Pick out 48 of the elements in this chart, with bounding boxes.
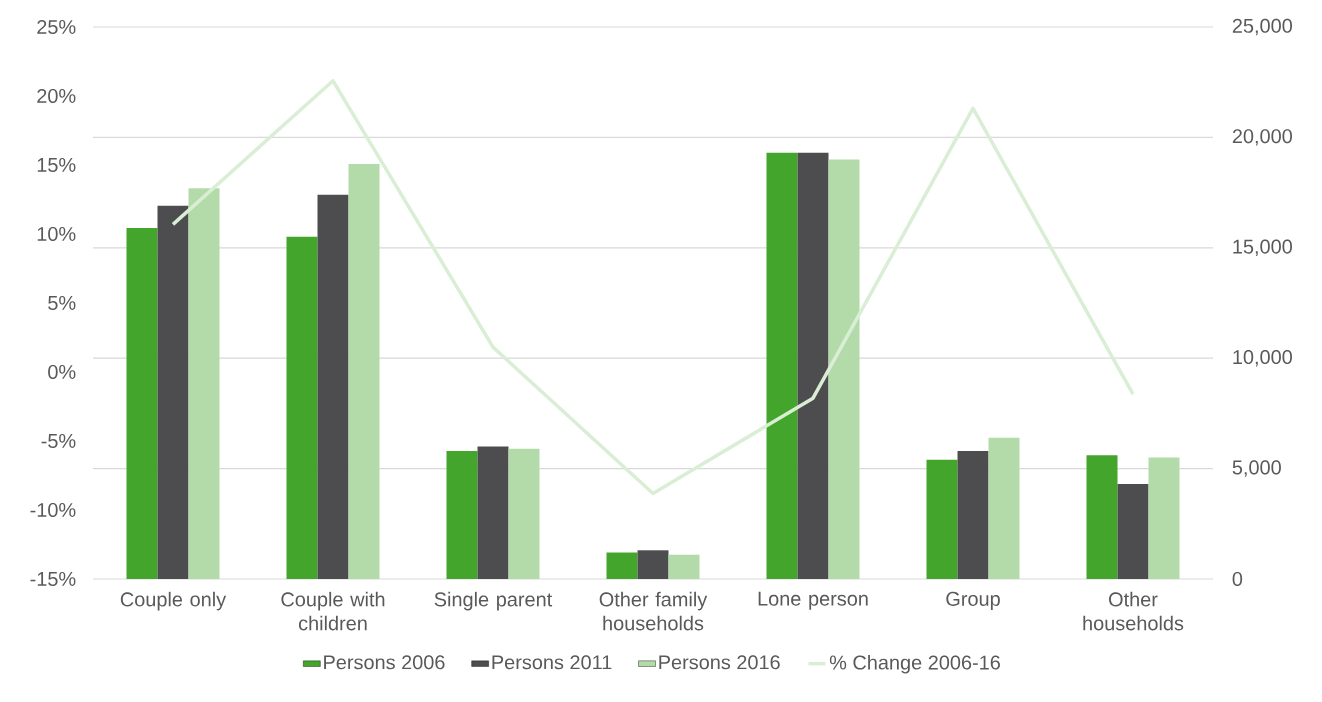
- bar: [606, 552, 638, 579]
- y-tick-label: 5%: [48, 295, 76, 310]
- y2-tick-label: 0: [1232, 571, 1243, 587]
- legend-label: Persons 2016: [659, 655, 780, 670]
- line-series: [171, 79, 1135, 496]
- bar: [508, 448, 540, 579]
- bar: [766, 152, 798, 579]
- legend-label: % Change 2006-16: [829, 654, 1000, 674]
- x-tick-label: Other households: [1083, 591, 1184, 631]
- x-tick-label: Lone person: [758, 591, 868, 610]
- y-tick-label: 20%: [37, 88, 76, 104]
- y2-tick-label: 5,000: [1232, 460, 1281, 477]
- x-tick-label: Couple only: [120, 591, 227, 611]
- bar: [317, 194, 349, 579]
- bar: [477, 446, 509, 579]
- y-tick-label: -15%: [30, 571, 76, 586]
- y2-tick-label: 20,000: [1232, 129, 1292, 146]
- y2-tick-label: 10,000: [1233, 349, 1292, 367]
- bar: [1148, 457, 1180, 579]
- y2-tick-label: 15,000: [1233, 239, 1292, 257]
- bar: [188, 188, 220, 579]
- bar: [446, 450, 478, 579]
- bar: [637, 550, 669, 579]
- bar: [988, 437, 1020, 579]
- bar: [828, 159, 860, 579]
- y-tick-label: 25%: [37, 19, 76, 35]
- bar: [668, 554, 700, 579]
- legend-label: Persons 2006: [324, 655, 445, 670]
- bar: [348, 163, 380, 579]
- x-tick-label: Couple with children: [281, 591, 385, 631]
- bar: [157, 205, 189, 579]
- bar: [286, 236, 318, 579]
- x-tick-label: Other family households: [599, 591, 708, 631]
- y-tick-label: 0%: [48, 364, 76, 380]
- legend-label: Persons 2011: [492, 655, 612, 670]
- y2-tick-label: 25,000: [1232, 18, 1292, 36]
- bar: [126, 227, 158, 579]
- y-tick-label: -10%: [30, 502, 76, 518]
- x-tick-label: Single parent: [434, 591, 553, 611]
- y-tick-label: -5%: [41, 433, 76, 448]
- x-tick-label: Group: [946, 591, 1000, 610]
- bar: [1086, 455, 1118, 579]
- bar: [926, 459, 958, 579]
- bar: [797, 152, 829, 579]
- y-tick-label: 10%: [37, 226, 76, 242]
- bar: [957, 450, 989, 579]
- y-tick-label: 15%: [37, 157, 76, 172]
- bar: [1117, 484, 1149, 579]
